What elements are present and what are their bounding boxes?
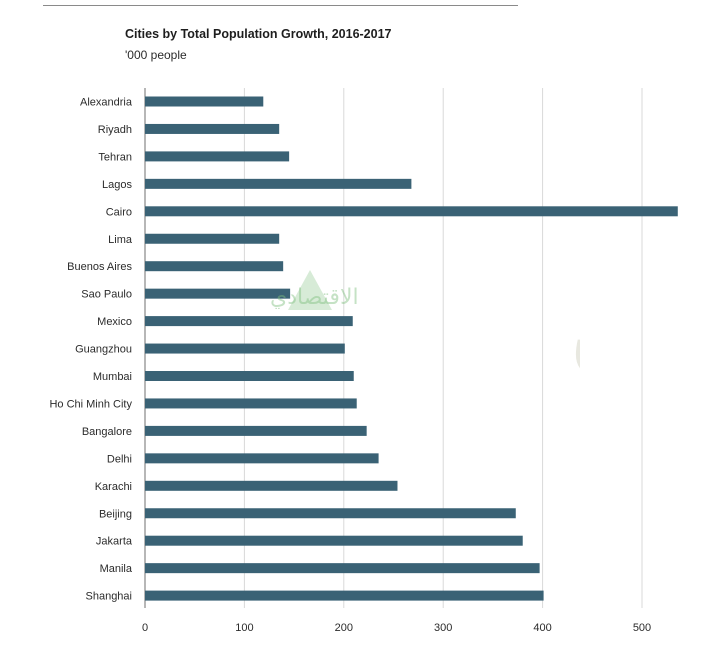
category-label: Ho Chi Minh City [49, 398, 132, 410]
category-label: Riyadh [98, 124, 132, 136]
bar-buenos-aires [145, 261, 284, 272]
category-label: Beijing [99, 508, 132, 520]
category-label: Manila [100, 563, 133, 575]
bar-mexico [145, 316, 353, 327]
bar-guangzhou [145, 343, 345, 354]
bar-lima [145, 233, 280, 244]
x-tick-label: 300 [434, 622, 452, 634]
category-label: Sao Paulo [81, 289, 132, 301]
x-axis-ticks: 0 100 200 300 400 500 [142, 622, 651, 634]
category-label: Mexico [97, 316, 132, 328]
bar-sao-paulo [145, 288, 291, 299]
category-label: Guangzhou [75, 344, 132, 356]
bar-bangalore [145, 425, 367, 436]
category-label: Jakarta [96, 536, 133, 548]
category-labels: Alexandria Riyadh Tehran Lagos Cairo Lima Buen… [49, 97, 132, 603]
chart-title: Cities by Total Population Growth, 2016-… [125, 27, 392, 41]
category-label: Shanghai [86, 591, 133, 603]
bar-karachi [145, 480, 398, 491]
bar-jakarta [145, 535, 523, 546]
top-divider [43, 5, 518, 6]
category-label: Tehran [98, 151, 132, 163]
bars [145, 96, 678, 601]
category-label: Karachi [95, 481, 132, 493]
bar-riyadh [145, 123, 280, 134]
category-label: Mumbai [93, 371, 132, 383]
bar-shanghai [145, 590, 544, 601]
bar-cairo [145, 206, 678, 217]
category-label: Buenos Aires [67, 261, 132, 273]
x-tick-label: 100 [235, 622, 253, 634]
x-tick-label: 0 [142, 622, 148, 634]
category-label: Lima [108, 234, 133, 246]
category-label: Lagos [102, 179, 132, 191]
x-tick-label: 500 [633, 622, 651, 634]
bar-manila [145, 563, 540, 574]
bar-delhi [145, 453, 379, 464]
category-label: Bangalore [82, 426, 132, 438]
bar-tehran [145, 151, 290, 162]
category-label: Cairo [106, 206, 132, 218]
bar-lagos [145, 178, 412, 189]
x-tick-label: 200 [335, 622, 353, 634]
bar-ho-chi-minh-city [145, 398, 357, 409]
category-label: Alexandria [80, 97, 133, 109]
bar-alexandria [145, 96, 264, 107]
bar-mumbai [145, 371, 354, 381]
x-tick-label: 400 [533, 622, 551, 634]
category-label: Delhi [107, 453, 132, 465]
chart-subtitle: '000 people [125, 48, 187, 62]
bar-beijing [145, 508, 516, 519]
